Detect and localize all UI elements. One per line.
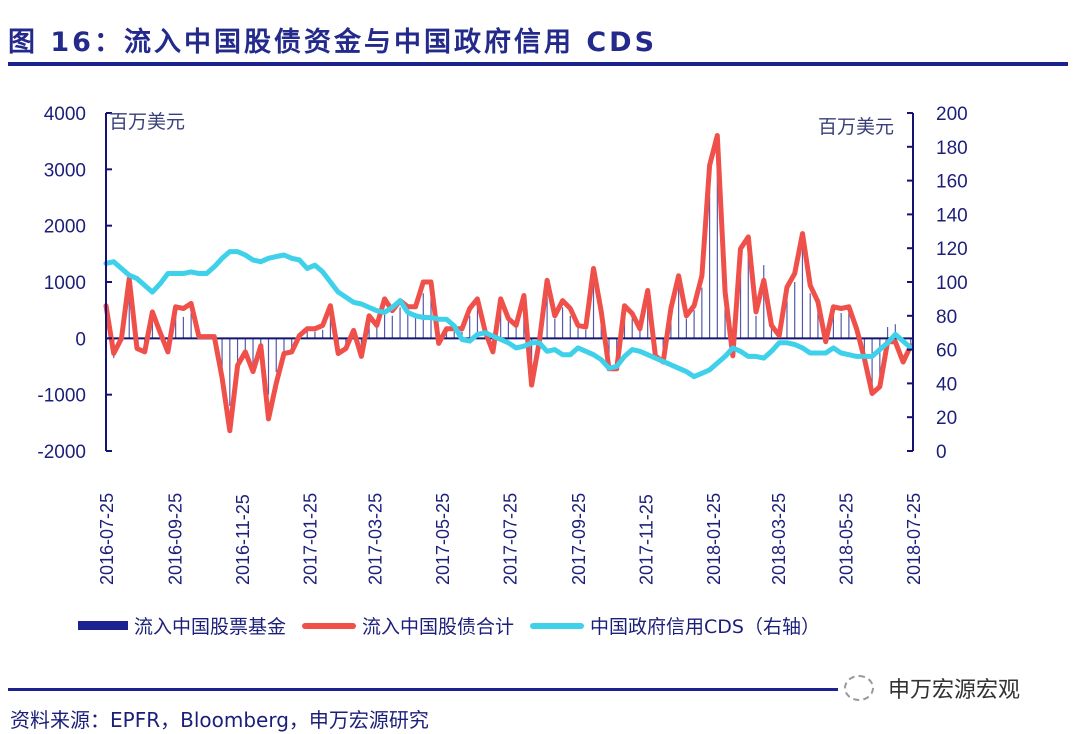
right-tick-label: 120 [936,239,968,260]
right-tick-label: 200 [936,104,968,125]
title-rule [8,62,1068,66]
x-tick-label: 2016-09-25 [166,493,186,585]
legend-item-cds: 中国政府信用CDS（右轴） [530,612,820,639]
left-tick-label: 2000 [44,217,86,238]
x-tick-label: 2017-01-25 [300,493,320,585]
x-tick-label: 2018-05-25 [837,493,857,585]
right-tick-label: 180 [936,138,968,159]
left-tick-label: 1000 [44,273,86,294]
legend-item-total: 流入中国股债合计 [302,612,514,639]
legend-label: 中国政府信用CDS（右轴） [590,616,820,638]
line-total-flow [103,133,914,434]
left-axis-unit: 百万美元 [109,111,185,133]
left-tick-label: 0 [75,329,86,350]
right-axis-unit: 百万美元 [818,116,894,138]
right-tick-label: 0 [936,442,947,463]
x-tick-label: 2018-01-25 [704,493,724,585]
legend-swatch-red [302,622,357,629]
legend-label: 流入中国股票基金 [134,616,287,638]
legend-swatch-cyan [530,622,585,629]
right-tick-label: 60 [936,341,957,362]
legend-item-equity: 流入中国股票基金 [78,612,286,639]
legend-swatch-bar [78,621,128,630]
left-tick-label: -1000 [37,386,86,407]
footer-rule [8,688,838,691]
chart: -2000 -1000 0 1000 2000 3000 4000 0 20 40 60 80 100 1… [37,104,968,585]
x-tick-label: 2018-03-25 [769,493,789,585]
x-tick-label: 2016-07-25 [97,493,117,585]
left-tick-label: 3000 [44,160,86,181]
watermark-text: 申万宏源宏观 [888,678,1021,703]
legend: 流入中国股票基金 流入中国股债合计 中国政府信用CDS（右轴） [78,612,836,639]
legend-label: 流入中国股债合计 [362,616,515,638]
right-tick-label: 40 [936,374,957,395]
watermark: 申万宏源宏观 [840,672,1025,704]
x-tick-label: 2017-11-25 [636,494,656,585]
x-tick-label: 2016-11-25 [233,494,253,585]
source-note: 资料来源：EPFR，Bloomberg，申万宏源研究 [10,708,429,732]
left-tick-label: -2000 [37,442,86,463]
x-tick-label: 2017-07-25 [501,493,521,585]
chart-title: 图 16：流入中国股债资金与中国政府信用 CDS [8,27,658,58]
right-tick-label: 100 [936,273,968,294]
right-tick-label: 80 [936,307,957,328]
x-tick-label: 2017-05-25 [433,493,453,585]
x-tick-label: 2017-09-25 [569,493,589,585]
x-tick-label: 2017-03-25 [366,493,386,585]
x-tick-label: 2018-07-25 [904,493,924,585]
right-tick-label: 140 [936,205,968,226]
wechat-icon [844,675,874,701]
left-tick-label: 4000 [44,104,86,125]
right-tick-label: 20 [936,408,957,429]
right-tick-label: 160 [936,172,968,193]
